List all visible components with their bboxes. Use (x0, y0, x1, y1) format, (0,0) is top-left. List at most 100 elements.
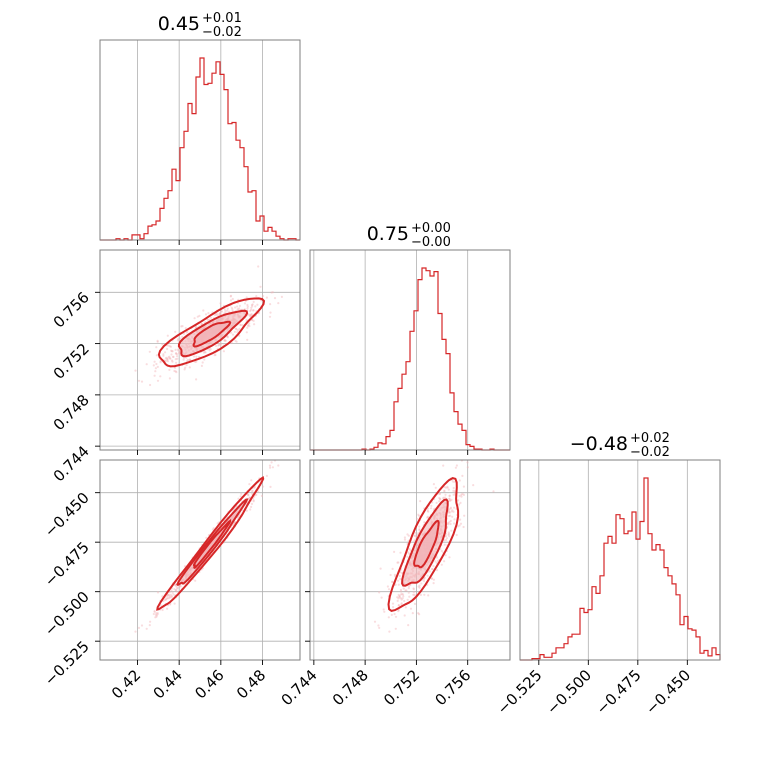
sample-point-2-1-720 (413, 539, 416, 542)
sample-point-1-0-1326 (148, 350, 151, 353)
sample-point-1-0-1407 (156, 379, 160, 382)
sample-point-2-1-45 (453, 518, 456, 521)
sample-point-2-1-24 (397, 604, 400, 607)
sample-point-2-1-1842 (457, 499, 460, 502)
sample-point-1-0-252 (234, 306, 237, 309)
sample-point-2-1-840 (432, 582, 435, 585)
sample-point-2-1-1827 (432, 578, 435, 581)
histogram-layer (100, 57, 721, 661)
panel-frame-2-2 (519, 459, 721, 661)
sample-point-2-1-1338 (419, 593, 422, 597)
sample-point-1-0-1467 (155, 346, 158, 349)
sample-point-2-1-84 (460, 493, 463, 496)
sample-point-2-1-1128 (400, 602, 403, 605)
sample-point-1-0-2148 (265, 296, 268, 299)
sample-point-2-0-957 (170, 595, 174, 598)
sample-point-2-0-354 (268, 464, 272, 467)
sample-point-2-1-1767 (434, 486, 437, 489)
xtick-label-2-2: −0.475 (593, 666, 645, 718)
sample-point-2-1-369 (438, 500, 441, 503)
sample-point-2-1-267 (402, 593, 405, 596)
sample-point-2-0-1014 (164, 598, 167, 601)
sample-point-1-0-354 (268, 315, 272, 318)
sample-point-2-1-2100 (373, 620, 377, 623)
sample-point-2-1-1599 (418, 584, 421, 587)
sample-point-1-0-1422 (202, 351, 205, 354)
sample-point-2-1-1641 (447, 510, 450, 513)
sample-point-2-1-426 (407, 552, 411, 555)
sample-point-2-0-402 (167, 593, 170, 597)
sample-point-2-1-945 (407, 534, 410, 537)
sample-point-2-0-480 (173, 588, 176, 591)
sample-point-2-1-81 (406, 533, 409, 536)
sample-point-1-0-1983 (156, 365, 159, 368)
sample-point-2-1-2187 (407, 587, 410, 590)
sample-point-2-0-1047 (251, 492, 254, 495)
sample-point-2-0-1179 (247, 493, 250, 496)
sample-point-2-1-2193 (492, 490, 495, 493)
sample-point-2-0-189 (154, 616, 157, 619)
sample-point-1-0-915 (248, 325, 251, 328)
sample-point-2-1-705 (428, 570, 431, 573)
sample-point-1-0-213 (164, 351, 167, 354)
sample-point-1-0-1056 (246, 324, 250, 327)
sample-point-1-0-48 (193, 317, 196, 320)
sample-point-2-1-312 (459, 518, 462, 521)
sample-point-2-1-924 (399, 577, 402, 581)
xtick-label-2-1: −0.500 (543, 666, 595, 718)
sample-point-2-1-1074 (397, 561, 400, 564)
sample-point-2-1-1425 (443, 490, 446, 493)
sample-point-1-0-468 (236, 331, 239, 334)
sample-point-1-0-1404 (186, 330, 189, 333)
sample-point-2-1-114 (448, 494, 451, 498)
sample-point-2-0-18 (233, 520, 237, 524)
sample-point-1-0-1248 (196, 315, 199, 318)
sample-point-2-0-1236 (250, 479, 253, 482)
sample-point-1-0-1953 (188, 358, 191, 361)
sample-point-2-0-1269 (170, 589, 173, 592)
sample-point-2-1-2169 (453, 506, 456, 509)
sample-point-2-1-2181 (462, 493, 465, 496)
sample-point-1-0-1866 (229, 295, 232, 298)
sample-point-2-1-1749 (391, 567, 394, 571)
sample-point-2-1-147 (430, 577, 433, 580)
sample-point-2-1-381 (452, 480, 455, 483)
sample-point-2-0-1653 (174, 589, 178, 592)
sample-point-2-1-1308 (417, 532, 420, 535)
sample-point-2-0-2127 (247, 494, 250, 497)
sample-point-2-0-2193 (257, 490, 260, 493)
sample-point-2-1-777 (397, 610, 400, 613)
sample-point-2-1-858 (408, 595, 411, 598)
sample-point-2-0-1824 (137, 626, 141, 630)
sample-point-2-1-2049 (419, 500, 422, 503)
sample-point-1-0-105 (226, 336, 229, 339)
sample-point-1-0-339 (226, 309, 229, 312)
sample-point-1-0-840 (180, 325, 183, 328)
xtick-label-1-2: 0.752 (380, 666, 423, 709)
sample-point-1-0-789 (174, 370, 177, 373)
title-param-1-minus: −0.00 (411, 235, 451, 250)
sample-point-2-0-2004 (176, 590, 179, 593)
sample-point-1-0-780 (246, 305, 249, 308)
xtick-label-0-1: 0.44 (150, 666, 186, 702)
sample-point-1-0-1380 (168, 345, 171, 348)
sample-point-1-0-1110 (171, 355, 175, 358)
sample-point-1-0-1767 (253, 323, 256, 326)
sample-point-2-1-471 (414, 534, 417, 537)
sample-point-1-0-2136 (169, 345, 172, 348)
sample-point-2-1-1890 (442, 496, 445, 499)
sample-point-2-0-2001 (176, 586, 179, 589)
sample-point-1-0-1203 (261, 295, 265, 298)
sample-point-2-0-1818 (179, 585, 182, 588)
sample-point-1-0-891 (230, 306, 233, 309)
sample-point-2-1-1077 (380, 596, 383, 599)
sample-point-2-1-345 (447, 508, 451, 511)
sample-point-1-0-210 (254, 305, 257, 308)
sample-point-1-0-2193 (257, 265, 260, 268)
sample-point-1-0-1938 (231, 309, 234, 313)
sample-point-1-0-1293 (169, 357, 172, 360)
sample-point-2-1-204 (413, 534, 416, 538)
sample-point-2-1-192 (449, 499, 452, 502)
sample-point-1-0-1749 (188, 366, 191, 369)
sample-point-1-0-369 (252, 319, 255, 322)
